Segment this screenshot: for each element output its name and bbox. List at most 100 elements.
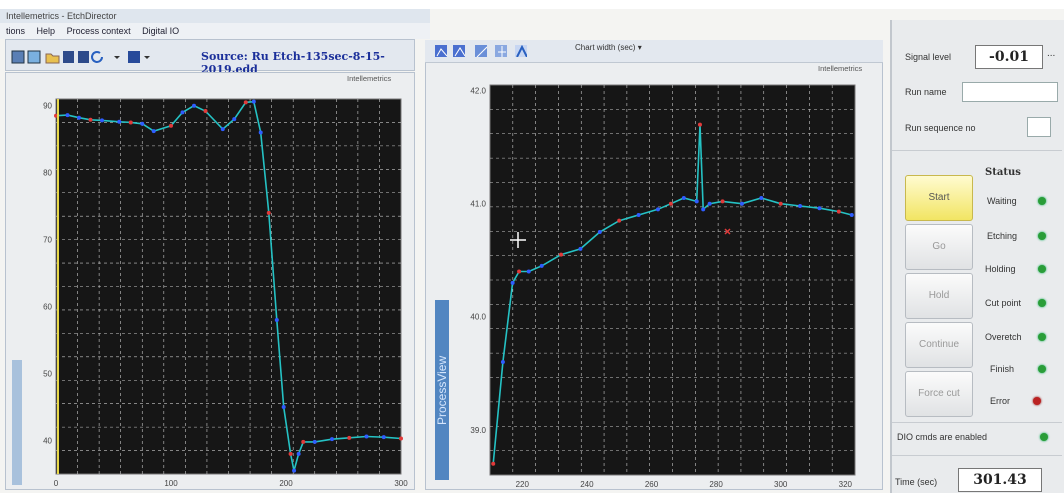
start-button[interactable]: Start: [905, 175, 973, 221]
data-point: [347, 435, 352, 440]
data-point: [739, 201, 744, 206]
x-tick-label: 100: [164, 479, 178, 488]
data-point: [701, 207, 706, 212]
color-icon[interactable]: [128, 51, 140, 63]
x-tick-label: 280: [709, 480, 723, 489]
status-led-waiting: [1038, 197, 1046, 205]
data-point: [180, 110, 185, 115]
x-tick-label: 220: [516, 480, 530, 489]
menu-bar: tions Help Process context Digital IO: [0, 23, 430, 39]
data-point: [617, 218, 622, 223]
process-view-tab[interactable]: ProcessView: [435, 300, 449, 480]
dropdown-arrow-icon[interactable]: [114, 56, 120, 59]
run-seq-input[interactable]: [1027, 117, 1051, 137]
status-label-etching: Etching: [987, 231, 1018, 241]
data-point: [517, 269, 522, 274]
data-point: [778, 201, 783, 206]
data-point: [128, 120, 133, 125]
data-point: [169, 123, 173, 128]
fit-icon[interactable]: [475, 45, 487, 57]
x-tick-label: 300: [394, 479, 408, 488]
data-point: [281, 405, 286, 410]
cursor-icon[interactable]: [495, 45, 507, 57]
y-tick-label: 41.0: [470, 200, 486, 209]
status-label-waiting: Waiting: [987, 196, 1017, 206]
window-title: Intellemetrics - EtchDirector: [0, 9, 430, 23]
force-cut-button[interactable]: Force cut: [905, 371, 973, 417]
chart-alt-icon[interactable]: [27, 50, 41, 64]
data-point: [77, 115, 81, 120]
menu-item-process-context[interactable]: Process context: [66, 26, 131, 36]
data-point: [849, 213, 854, 217]
status-title: Status: [985, 167, 1021, 178]
data-point: [655, 207, 660, 212]
y-tick-label: 50: [43, 370, 52, 379]
status-led-finish: [1038, 365, 1046, 373]
data-point: [539, 263, 544, 268]
data-point: [798, 203, 803, 208]
data-point: [301, 439, 306, 444]
menu-item-help[interactable]: Help: [36, 26, 56, 36]
peak-icon[interactable]: [515, 45, 527, 57]
x-tick-label: 200: [279, 479, 293, 488]
menu-item-tions[interactable]: tions: [6, 26, 26, 36]
data-point: [192, 103, 196, 108]
data-point: [251, 99, 256, 104]
left-toolbar: Source: Ru Etch-135sec-8-15-2019.edd: [5, 39, 415, 76]
data-point: [697, 122, 702, 127]
status-led-cut-point: [1038, 299, 1046, 307]
cut-point-marker: [724, 228, 731, 235]
data-point: [258, 130, 263, 135]
y-tick-label: 70: [43, 236, 52, 245]
data-point: [65, 113, 70, 118]
data-point: [140, 121, 145, 126]
y-tick-label: 40.0: [470, 313, 486, 322]
right-toolbar: Chart width (sec) ▾: [425, 40, 883, 63]
zoom-x-icon[interactable]: [453, 45, 465, 57]
save-as-icon[interactable]: [78, 51, 89, 63]
toolbar-icons: [11, 50, 150, 64]
dio-status-led: [1040, 433, 1048, 441]
data-point: [288, 451, 293, 456]
brand-label-left: Intellemetrics: [347, 74, 392, 83]
divider: [892, 150, 1062, 151]
hold-button[interactable]: Hold: [905, 273, 973, 319]
data-point: [100, 118, 104, 123]
go-button[interactable]: Go: [905, 224, 973, 270]
open-folder-icon[interactable]: [45, 53, 60, 64]
y-tick-label: 90: [43, 102, 52, 111]
signal-level-label: Signal level: [905, 52, 952, 62]
save-icon[interactable]: [63, 51, 74, 63]
x-tick-label: 300: [774, 480, 788, 489]
status-label-cut-point: Cut point: [985, 298, 1022, 308]
refresh-icon[interactable]: [91, 51, 103, 63]
x-tick-label: 260: [645, 480, 659, 489]
run-name-input[interactable]: [962, 82, 1058, 102]
chart-width-dropdown[interactable]: Chart width (sec) ▾: [575, 43, 642, 52]
left-signal-chart[interactable]: 90 80 70 60 50 40 0 100 200 300: [8, 84, 413, 489]
data-point: [117, 119, 122, 124]
data-point: [510, 280, 515, 285]
dropdown-arrow-icon[interactable]: [144, 56, 150, 59]
data-point: [526, 269, 531, 274]
continue-button[interactable]: Continue: [905, 322, 973, 368]
crosshair-icon: [510, 232, 526, 248]
data-point: [491, 461, 496, 466]
dio-status-label: DIO cmds are enabled: [897, 432, 988, 442]
data-point: [707, 201, 712, 206]
signal-level-value: -0.01: [975, 45, 1043, 69]
zoom-icon[interactable]: [435, 45, 447, 57]
y-tick-label: 80: [43, 169, 52, 178]
status-led-overetch: [1038, 333, 1046, 341]
menu-item-digital-io[interactable]: Digital IO: [142, 26, 180, 36]
chart-icon[interactable]: [11, 50, 25, 64]
data-point: [203, 109, 208, 114]
process-view-chart[interactable]: 42.0 41.0 40.0 39.0 220 240 260 280 300 320: [450, 75, 880, 490]
data-point: [151, 129, 156, 134]
status-led-etching: [1038, 232, 1046, 240]
more-button[interactable]: ...: [1047, 48, 1056, 59]
data-point: [597, 229, 602, 234]
data-point: [243, 100, 248, 105]
status-led-holding: [1038, 265, 1046, 273]
x-tick-label: 0: [54, 479, 59, 488]
